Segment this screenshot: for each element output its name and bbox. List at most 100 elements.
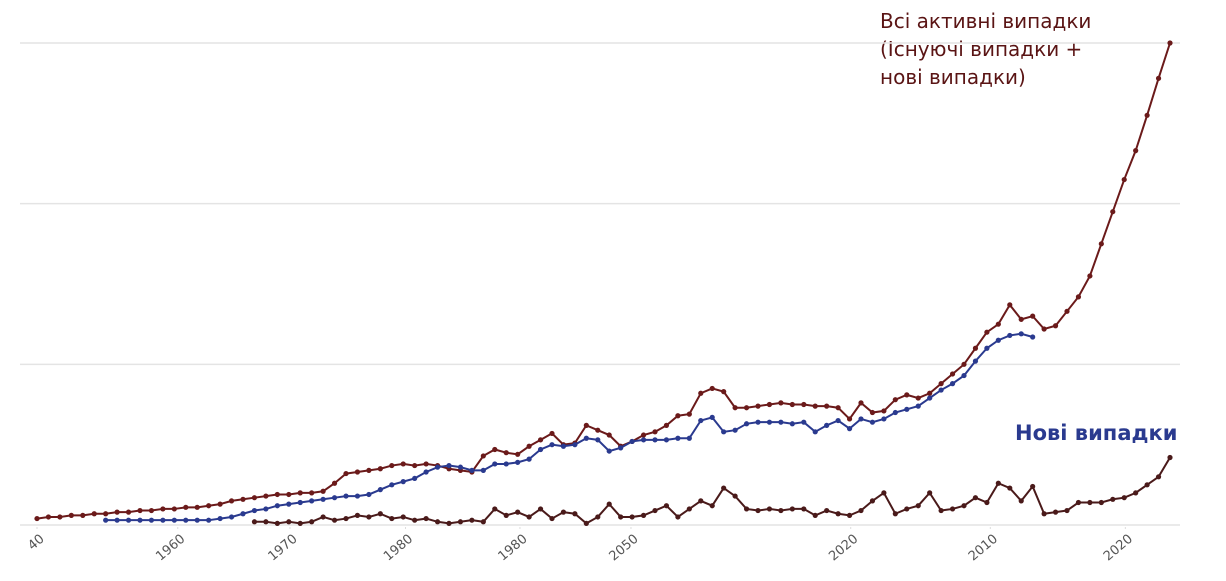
x-tick-label: 1970 <box>266 532 301 565</box>
data-point <box>949 371 956 377</box>
data-point <box>148 517 155 523</box>
data-point <box>263 506 269 512</box>
data-point <box>103 517 109 523</box>
data-point <box>423 469 429 475</box>
data-point <box>927 395 933 401</box>
data-point <box>286 491 292 498</box>
data-point <box>846 426 853 432</box>
data-point <box>618 514 624 520</box>
data-point <box>743 405 750 411</box>
data-point <box>995 480 1001 486</box>
data-point <box>377 487 383 493</box>
data-point <box>492 446 498 453</box>
annotation: Всі активні випадки <box>880 9 1091 33</box>
data-point <box>446 520 452 526</box>
data-point <box>137 517 143 523</box>
data-point <box>858 400 864 406</box>
data-point <box>57 514 63 520</box>
data-point <box>812 429 818 435</box>
data-point <box>251 507 258 514</box>
data-point <box>286 519 292 525</box>
data-point <box>938 507 944 514</box>
data-point <box>228 514 235 520</box>
data-point <box>297 520 303 526</box>
data-point <box>949 506 956 512</box>
data-point <box>972 495 979 501</box>
data-point <box>194 504 200 510</box>
data-point <box>526 456 532 462</box>
data-point <box>778 419 784 425</box>
data-point <box>892 409 898 416</box>
data-point <box>389 515 395 522</box>
data-point <box>217 515 223 522</box>
data-point <box>171 506 177 512</box>
data-point <box>480 467 486 473</box>
data-point <box>80 512 86 518</box>
data-point <box>206 503 212 509</box>
annotation: (Існуючі випадки + <box>880 37 1082 61</box>
series-line <box>36 42 1171 520</box>
data-point <box>949 381 956 387</box>
data-point <box>606 432 612 438</box>
series-line <box>105 332 1033 522</box>
data-point <box>503 512 509 518</box>
data-point <box>640 437 647 443</box>
data-point <box>1052 509 1059 515</box>
data-point <box>240 511 246 517</box>
data-point <box>927 490 933 496</box>
data-point <box>835 405 841 411</box>
data-point <box>492 506 498 512</box>
data-point <box>652 507 658 514</box>
data-point <box>640 432 647 438</box>
data-point <box>618 445 624 451</box>
data-point <box>652 429 658 435</box>
data-point <box>354 469 361 475</box>
annotation: нові випадки) <box>880 65 1026 89</box>
data-point <box>297 490 303 496</box>
data-point <box>709 385 715 392</box>
data-point <box>766 506 773 512</box>
data-point <box>148 507 155 514</box>
data-point <box>354 493 361 499</box>
data-point <box>160 517 166 523</box>
data-point <box>1144 482 1150 488</box>
data-point <box>721 389 727 395</box>
data-point <box>1167 40 1173 46</box>
data-point <box>778 507 784 514</box>
data-point <box>583 422 589 428</box>
data-point <box>423 461 429 467</box>
data-point <box>904 406 910 412</box>
data-point <box>1041 326 1047 332</box>
data-point <box>755 403 761 409</box>
data-point <box>984 345 990 351</box>
data-point <box>331 517 338 523</box>
data-point <box>835 511 841 517</box>
data-point <box>869 498 876 504</box>
data-point <box>251 495 258 501</box>
data-point <box>1110 496 1116 502</box>
x-tick-label: 1980 <box>496 532 531 565</box>
data-point <box>961 503 967 509</box>
data-point <box>1030 313 1036 319</box>
data-point <box>1098 241 1104 247</box>
data-point <box>640 512 647 518</box>
data-point <box>114 517 120 523</box>
data-point <box>652 437 658 443</box>
data-point <box>1121 495 1127 501</box>
x-tick-label: 2010 <box>966 532 1001 565</box>
data-point <box>343 493 349 499</box>
data-point <box>114 509 120 515</box>
data-point <box>972 345 979 351</box>
data-point <box>503 461 509 467</box>
data-point <box>961 361 967 367</box>
data-point <box>400 479 406 485</box>
data-point <box>709 503 715 509</box>
data-point <box>686 411 692 417</box>
x-tick-label: 2020 <box>826 532 861 565</box>
data-point <box>675 413 681 419</box>
data-point <box>537 446 544 453</box>
data-point <box>434 464 441 470</box>
data-point <box>1121 176 1127 183</box>
